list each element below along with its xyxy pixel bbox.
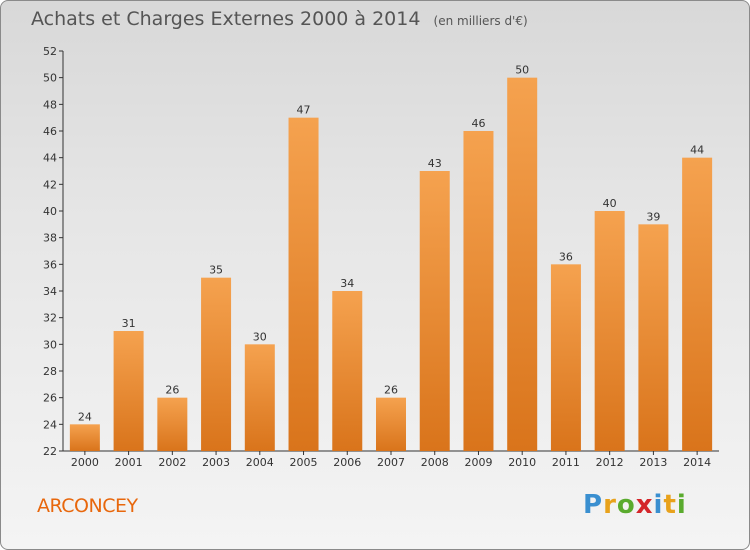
- data-label: 36: [559, 250, 573, 263]
- data-label: 46: [471, 117, 485, 130]
- x-tick-label: 2008: [421, 456, 449, 469]
- logo-letter: i: [653, 490, 664, 520]
- bar: [201, 277, 232, 451]
- chart-bars: [69, 77, 713, 452]
- x-tick-label: 2000: [71, 456, 99, 469]
- bar: [682, 157, 713, 451]
- y-tick-label: 52: [43, 45, 57, 58]
- data-label: 31: [122, 317, 136, 330]
- y-tick-label: 42: [43, 178, 57, 191]
- data-label: 40: [603, 197, 617, 210]
- y-tick-label: 50: [43, 72, 57, 85]
- x-tick-label: 2005: [290, 456, 318, 469]
- y-tick-label: 26: [43, 392, 57, 405]
- y-tick-label: 46: [43, 125, 57, 138]
- x-tick-label: 2011: [552, 456, 580, 469]
- y-tick-label: 32: [43, 312, 57, 325]
- data-label: 35: [209, 264, 223, 277]
- chart-title-text: Achats et Charges Externes 2000 à 2014: [31, 8, 421, 30]
- data-label: 26: [384, 384, 398, 397]
- bar: [376, 397, 406, 451]
- y-tick-label: 36: [43, 258, 57, 271]
- x-tick-label: 2006: [333, 456, 361, 469]
- x-tick-label: 2001: [115, 456, 143, 469]
- chart-title: Achats et Charges Externes 2000 à 2014 (…: [31, 8, 528, 30]
- bar: [69, 424, 100, 451]
- y-tick-label: 40: [43, 205, 57, 218]
- bar: [113, 331, 144, 451]
- x-tick-label: 2013: [639, 456, 667, 469]
- bar: [419, 171, 450, 451]
- x-tick-label: 2002: [158, 456, 186, 469]
- data-label: 44: [690, 144, 704, 157]
- x-tick-label: 2010: [508, 456, 536, 469]
- y-tick-label: 28: [43, 365, 57, 378]
- data-label: 26: [165, 384, 179, 397]
- y-tick-label: 22: [43, 445, 57, 458]
- data-label: 39: [646, 210, 660, 223]
- bar: [332, 291, 363, 451]
- logo-letter: i: [676, 490, 687, 520]
- logo-letter: r: [603, 490, 617, 520]
- x-tick-label: 2014: [683, 456, 711, 469]
- bar: [157, 397, 188, 451]
- x-tick-label: 2007: [377, 456, 405, 469]
- logo-letter: o: [616, 490, 636, 520]
- bar: [288, 117, 319, 452]
- y-tick-label: 44: [43, 152, 57, 165]
- bar: [463, 131, 494, 451]
- y-tick-label: 34: [43, 285, 57, 298]
- y-tick-label: 38: [43, 232, 57, 245]
- x-tick-label: 2004: [246, 456, 274, 469]
- bar: [507, 77, 538, 452]
- chart-unit: (en milliers d'€): [433, 14, 528, 28]
- commune-name: ARCONCEY: [37, 495, 138, 517]
- logo-letter: P: [583, 490, 604, 520]
- data-label: 50: [515, 64, 529, 77]
- chart-labels: 24 31 26 35 30 47 34 26 43 46 50 36 40 39 44: [78, 64, 704, 424]
- data-label: 24: [78, 410, 92, 423]
- x-tick-label: 2003: [202, 456, 230, 469]
- bar: [244, 344, 275, 451]
- logo-letter: x: [635, 490, 654, 520]
- y-tick-label: 48: [43, 98, 57, 111]
- y-tick-label: 24: [43, 418, 57, 431]
- y-tick-label: 30: [43, 338, 57, 351]
- bar: [638, 224, 669, 451]
- data-label: 34: [340, 277, 354, 290]
- bar: [550, 264, 581, 451]
- bar: [594, 211, 625, 451]
- proxiti-logo[interactable]: Proxiti: [583, 490, 687, 520]
- data-label: 43: [428, 157, 442, 170]
- x-tick-label: 2012: [596, 456, 624, 469]
- data-label: 30: [253, 330, 267, 343]
- x-tick-label: 2009: [464, 456, 492, 469]
- logo-letter: t: [663, 490, 677, 520]
- data-label: 47: [297, 104, 311, 117]
